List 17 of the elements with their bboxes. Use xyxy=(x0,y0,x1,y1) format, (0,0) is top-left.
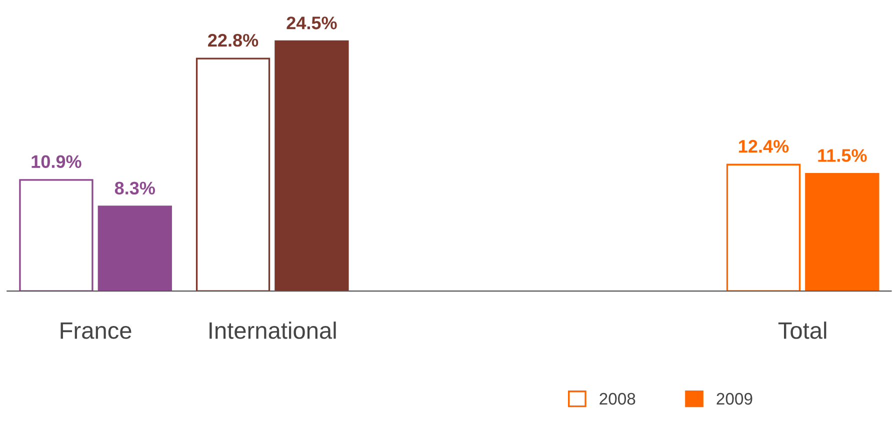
bar xyxy=(19,179,94,292)
legend-label: 2008 xyxy=(600,392,636,405)
bar xyxy=(274,40,349,292)
data-label: 22.8% xyxy=(208,34,258,47)
data-label: 8.3% xyxy=(114,182,155,195)
data-label: 10.9% xyxy=(32,155,82,168)
bar xyxy=(805,172,880,292)
bar xyxy=(98,206,172,292)
x-tick-label: France xyxy=(60,322,132,339)
bar xyxy=(726,164,801,292)
data-label: 24.5% xyxy=(286,16,337,30)
x-tick-label: International xyxy=(210,322,336,339)
x-tick-label: Total xyxy=(778,322,826,339)
bar xyxy=(196,58,270,292)
legend-label: 2009 xyxy=(716,392,752,405)
data-label: 12.4% xyxy=(739,140,789,153)
data-label: 11.5% xyxy=(818,149,867,162)
